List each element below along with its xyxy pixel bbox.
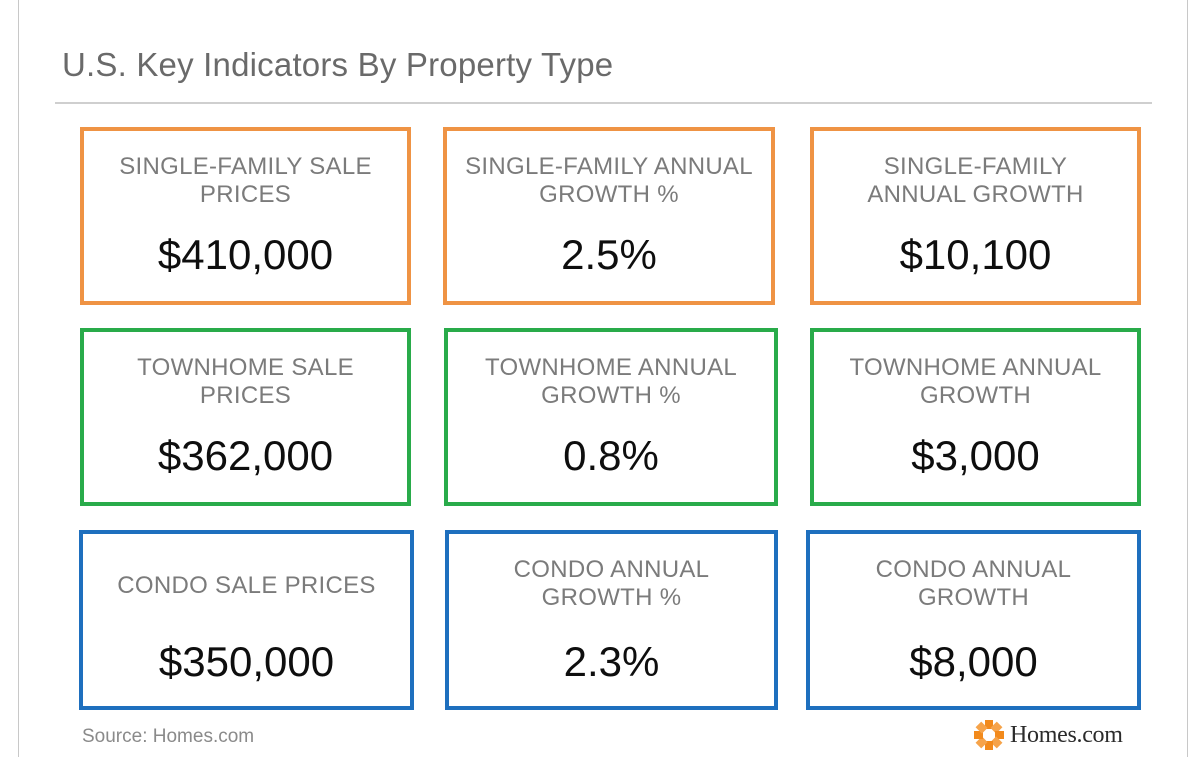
card-value: 2.3% <box>563 638 660 685</box>
card-value: $8,000 <box>909 638 1038 685</box>
card-label: TOWNHOME SALE PRICES <box>137 354 354 409</box>
card-value: 0.8% <box>563 432 659 479</box>
card-label: CONDO ANNUAL GROWTH % <box>513 556 710 611</box>
card-label: SINGLE-FAMILY ANNUAL GROWTH % <box>465 153 753 208</box>
card-condo-annual-growth: CONDO ANNUAL GROWTH $8,000 <box>806 530 1141 710</box>
title-divider <box>55 102 1152 104</box>
source-note: Source: Homes.com <box>82 726 255 747</box>
card-label: TOWNHOME ANNUAL GROWTH <box>849 354 1102 409</box>
card-single-family-annual-growth-percent: SINGLE-FAMILY ANNUAL GROWTH % 2.5% <box>443 127 775 305</box>
card-townhome-annual-growth: TOWNHOME ANNUAL GROWTH $3,000 <box>810 328 1141 506</box>
page-title: U.S. Key Indicators By Property Type <box>62 46 614 83</box>
card-condo-annual-growth-percent: CONDO ANNUAL GROWTH % 2.3% <box>445 530 778 710</box>
card-value: $3,000 <box>911 432 1040 479</box>
card-condo-sale-prices: CONDO SALE PRICES $350,000 <box>79 530 414 710</box>
card-label: TOWNHOME ANNUAL GROWTH % <box>484 354 738 409</box>
card-single-family-sale-prices: SINGLE-FAMILY SALE PRICES $410,000 <box>80 127 411 305</box>
homes-com-logo-icon <box>974 720 1004 750</box>
card-label: CONDO ANNUAL GROWTH <box>875 556 1072 611</box>
card-label: SINGLE-FAMILY SALE PRICES <box>119 153 372 208</box>
card-value: $410,000 <box>157 231 334 278</box>
card-label: CONDO SALE PRICES <box>117 572 376 599</box>
card-value: 2.5% <box>561 231 657 278</box>
logo-text: Homes.com <box>1010 721 1123 748</box>
infographic-frame <box>18 0 1188 757</box>
card-value: $350,000 <box>158 638 335 685</box>
card-label: SINGLE-FAMILY ANNUAL GROWTH <box>867 153 1084 208</box>
homes-com-logo: Homes.com <box>972 717 1123 753</box>
card-townhome-annual-growth-percent: TOWNHOME ANNUAL GROWTH % 0.8% <box>444 328 778 506</box>
card-value: $362,000 <box>157 432 334 479</box>
card-value: $10,100 <box>899 231 1052 278</box>
card-single-family-annual-growth: SINGLE-FAMILY ANNUAL GROWTH $10,100 <box>810 127 1141 305</box>
card-townhome-sale-prices: TOWNHOME SALE PRICES $362,000 <box>80 328 411 506</box>
